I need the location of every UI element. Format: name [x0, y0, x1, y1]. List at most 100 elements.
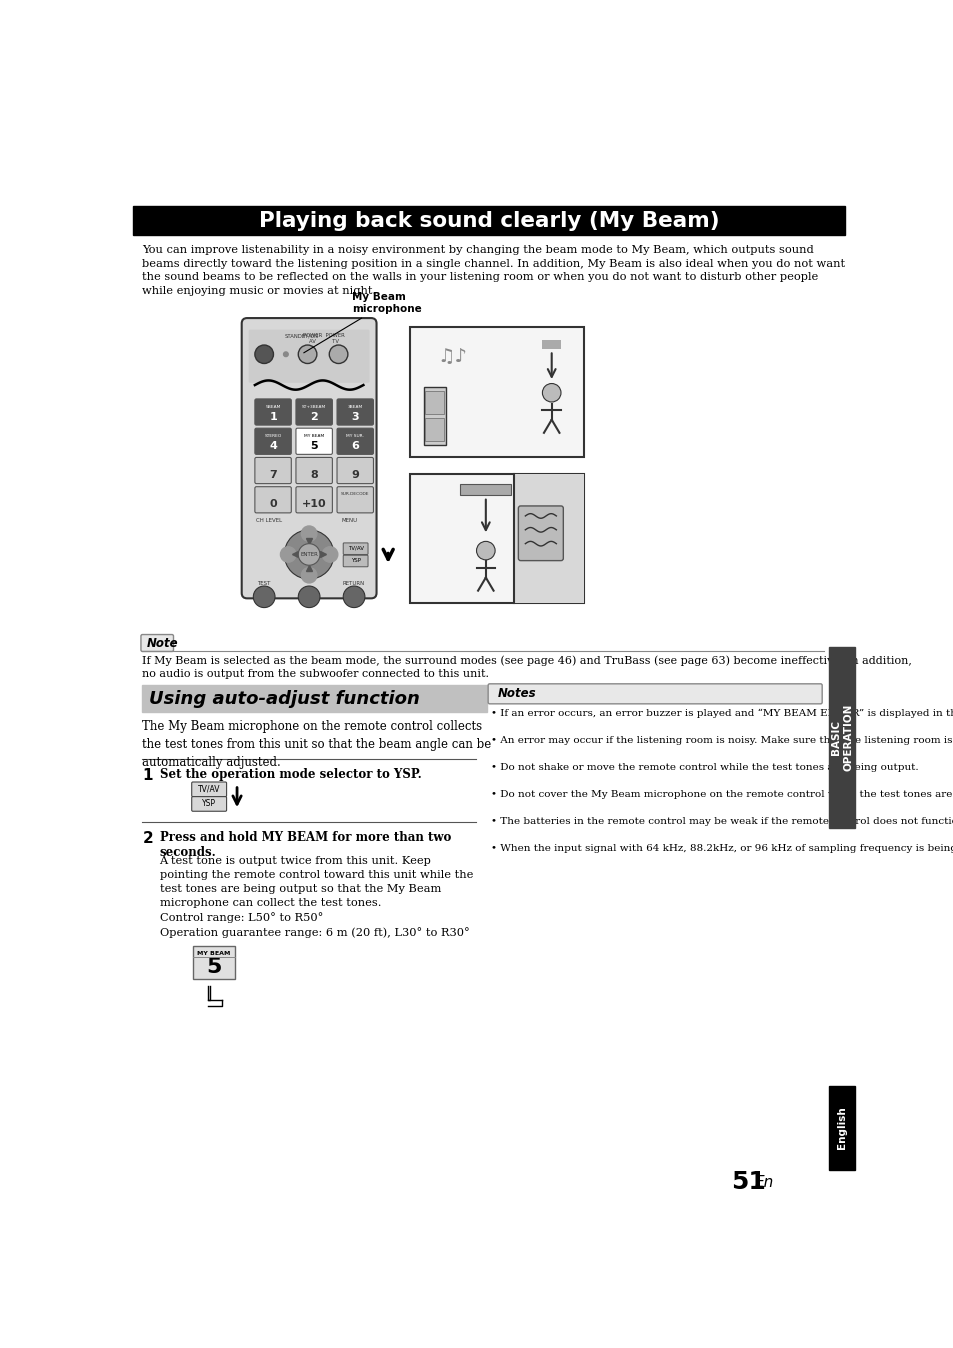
Circle shape	[284, 530, 334, 580]
Text: POWER  POWER: POWER POWER	[303, 333, 345, 338]
Text: MENU: MENU	[341, 518, 357, 523]
Text: Set the operation mode selector to YSP.: Set the operation mode selector to YSP.	[159, 768, 421, 780]
Text: STANDBY/ON: STANDBY/ON	[284, 333, 318, 338]
Text: 1: 1	[142, 768, 152, 783]
Text: • When the input signal with 64 kHz, 88.2kHz, or 96 kHz of sampling frequency is: • When the input signal with 64 kHz, 88.…	[491, 844, 953, 853]
Text: YSP: YSP	[202, 799, 216, 809]
Bar	[425, 391, 443, 414]
Text: SUR.DECODE: SUR.DECODE	[340, 492, 369, 496]
Text: 51: 51	[731, 1170, 765, 1194]
Bar	[542, 340, 560, 349]
FancyBboxPatch shape	[336, 429, 373, 454]
Text: • Do not cover the My Beam microphone on the remote control while the test tones: • Do not cover the My Beam microphone on…	[491, 790, 953, 799]
FancyBboxPatch shape	[343, 543, 368, 554]
FancyBboxPatch shape	[192, 797, 227, 811]
Text: 7: 7	[269, 470, 276, 480]
Text: 6: 6	[351, 441, 358, 450]
Text: 2: 2	[310, 411, 317, 422]
Text: 3: 3	[351, 411, 358, 422]
FancyBboxPatch shape	[241, 318, 376, 599]
Bar	[423, 387, 445, 445]
Text: En: En	[754, 1174, 773, 1189]
Circle shape	[254, 345, 274, 364]
Text: • An error may occur if the listening room is noisy. Make sure that the listenin: • An error may occur if the listening ro…	[491, 736, 953, 744]
Text: 4: 4	[269, 441, 276, 450]
Circle shape	[298, 586, 319, 608]
Circle shape	[298, 345, 316, 364]
Bar	[425, 418, 443, 441]
Text: • If an error occurs, an error buzzer is played and “MY BEAM ERROR” is displayed: • If an error occurs, an error buzzer is…	[491, 709, 953, 717]
FancyBboxPatch shape	[343, 555, 368, 566]
Circle shape	[476, 542, 495, 559]
Text: RETURN: RETURN	[342, 581, 365, 586]
FancyBboxPatch shape	[295, 457, 332, 484]
Text: The My Beam microphone on the remote control collects
the test tones from this u: The My Beam microphone on the remote con…	[142, 720, 491, 768]
FancyBboxPatch shape	[336, 399, 373, 425]
Circle shape	[253, 586, 274, 608]
FancyBboxPatch shape	[254, 399, 291, 425]
Circle shape	[301, 526, 316, 542]
Text: MY BEAM: MY BEAM	[304, 434, 324, 438]
Text: 5: 5	[310, 441, 317, 450]
Text: 9: 9	[351, 470, 358, 480]
Bar	[514, 473, 583, 603]
Text: 8: 8	[310, 470, 317, 480]
FancyBboxPatch shape	[192, 782, 227, 797]
FancyBboxPatch shape	[254, 429, 291, 454]
Text: 1: 1	[269, 411, 276, 422]
Text: You can improve listenability in a noisy environment by changing the beam mode t: You can improve listenability in a noisy…	[142, 245, 844, 295]
Text: 3BEAM: 3BEAM	[347, 404, 362, 408]
Text: ♫♪: ♫♪	[437, 346, 467, 367]
Text: Note: Note	[146, 636, 178, 650]
Text: Playing back sound clearly (My Beam): Playing back sound clearly (My Beam)	[258, 210, 719, 231]
FancyBboxPatch shape	[295, 487, 332, 512]
Circle shape	[301, 568, 316, 582]
Text: Press and hold MY BEAM for more than two
seconds.: Press and hold MY BEAM for more than two…	[159, 830, 451, 859]
Text: 5BEAM: 5BEAM	[265, 404, 280, 408]
Bar	[142, 685, 487, 712]
Text: ENTER: ENTER	[300, 551, 317, 557]
Bar	[410, 328, 583, 457]
Text: 0: 0	[269, 499, 276, 510]
Text: STEREO: STEREO	[264, 434, 281, 438]
FancyBboxPatch shape	[141, 635, 173, 651]
Text: If My Beam is selected as the beam mode, the surround modes (see page 46) and Tr: If My Beam is selected as the beam mode,…	[142, 655, 911, 679]
Text: +10: +10	[301, 499, 326, 510]
Bar	[410, 473, 583, 603]
Circle shape	[283, 352, 288, 357]
Text: • The batteries in the remote control may be weak if the remote control does not: • The batteries in the remote control ma…	[491, 817, 953, 826]
Circle shape	[542, 384, 560, 402]
Circle shape	[280, 547, 295, 562]
Bar	[459, 484, 510, 495]
Text: Notes: Notes	[497, 687, 536, 701]
Text: CH LEVEL: CH LEVEL	[255, 518, 281, 523]
Circle shape	[343, 586, 365, 608]
FancyBboxPatch shape	[295, 429, 332, 454]
Text: AV          TV: AV TV	[309, 340, 338, 345]
Bar	[133, 206, 843, 235]
Text: • Do not shake or move the remote control while the test tones are being output.: • Do not shake or move the remote contro…	[491, 763, 918, 771]
Text: MY BEAM: MY BEAM	[197, 950, 231, 956]
FancyBboxPatch shape	[249, 330, 369, 383]
Text: TEST: TEST	[257, 581, 271, 586]
Text: TV/AV: TV/AV	[347, 546, 363, 551]
Bar	[828, 1085, 855, 1170]
Circle shape	[329, 345, 348, 364]
Text: Using auto-adjust function: Using auto-adjust function	[149, 690, 419, 708]
Text: ST+3BEAM: ST+3BEAM	[302, 404, 326, 408]
Text: TV/AV: TV/AV	[197, 785, 220, 794]
FancyBboxPatch shape	[254, 487, 291, 512]
Bar	[193, 946, 235, 979]
Text: 5: 5	[206, 957, 222, 977]
FancyBboxPatch shape	[336, 487, 373, 512]
FancyBboxPatch shape	[295, 399, 332, 425]
FancyBboxPatch shape	[254, 457, 291, 484]
Text: BASIC
OPERATION: BASIC OPERATION	[830, 704, 853, 771]
Text: YSP: YSP	[351, 558, 360, 563]
Circle shape	[322, 547, 337, 562]
FancyBboxPatch shape	[336, 457, 373, 484]
Text: 2: 2	[142, 830, 153, 847]
Circle shape	[298, 543, 319, 565]
Bar	[828, 647, 855, 828]
Text: MY SUR.: MY SUR.	[346, 434, 364, 438]
